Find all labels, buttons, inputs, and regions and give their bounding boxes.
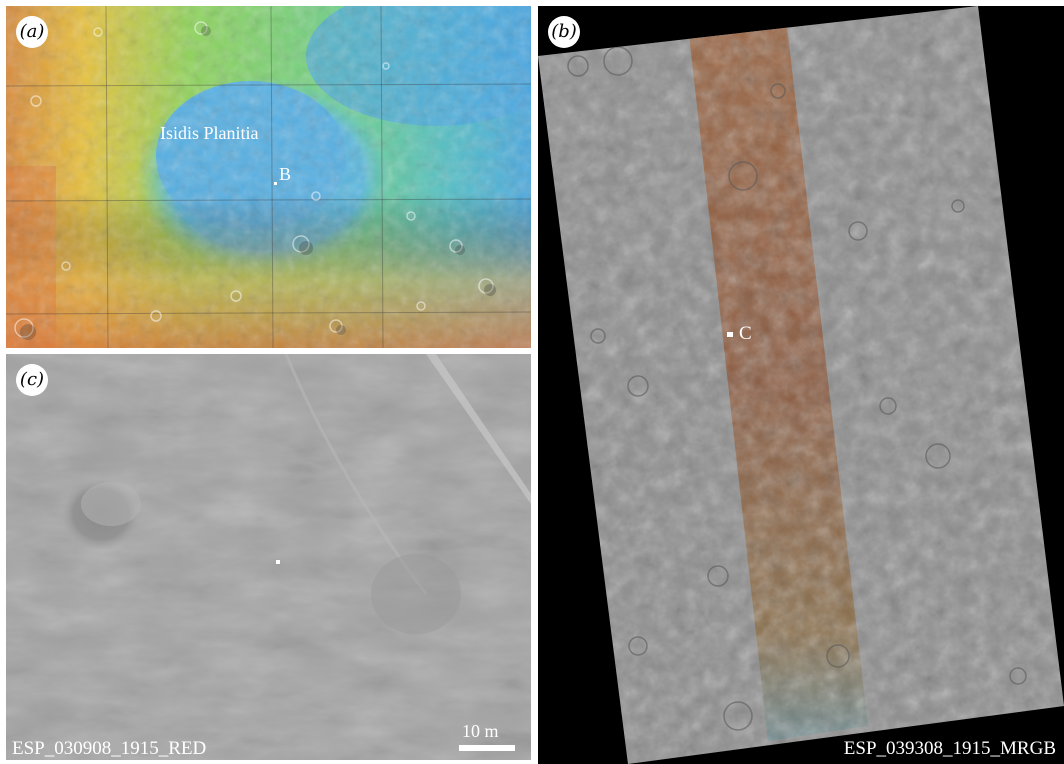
isidis-planitia-label: Isidis Planitia — [160, 123, 259, 143]
hirise-strip-image — [538, 6, 1064, 764]
topographic-map-image — [6, 6, 531, 348]
site-c-label: C — [739, 323, 752, 344]
grayscale-surface-image — [6, 354, 531, 760]
scale-bar — [459, 745, 515, 751]
panel-a-topographic-map: (a) — [6, 6, 531, 348]
site-b-label: B — [279, 164, 292, 184]
panel-c-high-resolution-image: (c) — [6, 354, 531, 760]
panel-a-badge: (a) — [16, 16, 48, 48]
panel-b-badge: (b) — [548, 16, 580, 48]
panel-c-badge: (c) — [16, 364, 48, 396]
lander-bright-spot — [276, 560, 280, 564]
landing-site-c-marker — [727, 332, 733, 337]
scale-bar-label: 10 m — [462, 721, 499, 741]
landing-site-b-marker — [274, 182, 277, 185]
panel-b-image-id: ESP_039308_1915_MRGB — [843, 738, 1056, 759]
panel-b-hirise-strip: (b) — [538, 6, 1064, 764]
panel-c-image-id: ESP_030908_1915_RED — [12, 738, 207, 759]
